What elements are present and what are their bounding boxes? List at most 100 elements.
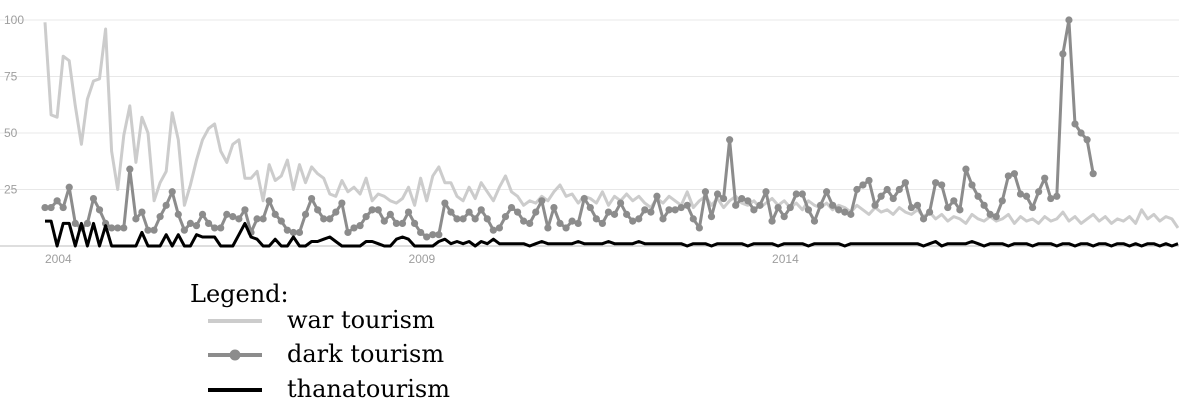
dark-tourism-point bbox=[932, 179, 940, 187]
dark-tourism-point bbox=[283, 226, 291, 234]
dark-tourism-point bbox=[1035, 188, 1043, 196]
legend-label-2: thanatourism bbox=[287, 375, 450, 403]
dark-tourism-point bbox=[332, 208, 340, 216]
y-axis-ticks: 100 75 50 25 bbox=[4, 13, 24, 197]
dark-tourism-point bbox=[1065, 16, 1073, 24]
dark-tourism-point bbox=[265, 197, 273, 205]
dark-tourism-point bbox=[65, 183, 73, 191]
dark-tourism-point bbox=[295, 228, 304, 237]
dark-tourism-point bbox=[398, 219, 407, 227]
dark-tourism-point bbox=[1010, 170, 1019, 178]
dark-tourism-point bbox=[610, 210, 619, 218]
dark-tourism-point bbox=[671, 206, 679, 214]
dark-tourism-point bbox=[71, 219, 79, 227]
dark-tourism-point bbox=[871, 201, 879, 209]
series-line-0 bbox=[43, 22, 1179, 229]
dark-tourism-point bbox=[762, 188, 770, 196]
dark-tourism-point bbox=[992, 213, 1000, 221]
dark-tourism-point bbox=[629, 217, 637, 225]
dark-tourism-point bbox=[453, 215, 461, 223]
dark-tourism-point bbox=[168, 188, 176, 196]
dark-tourism-point bbox=[1041, 174, 1049, 182]
dark-tourism-point bbox=[847, 210, 855, 218]
y-tick-label: 25 bbox=[4, 183, 18, 197]
dark-tourism-point bbox=[756, 201, 764, 209]
dark-tourism-point bbox=[677, 203, 685, 212]
dark-tourism-point bbox=[586, 203, 594, 212]
dark-tourism-point bbox=[774, 203, 782, 212]
dark-tourism-point bbox=[120, 224, 128, 232]
dark-tourism-point bbox=[289, 228, 298, 237]
dark-tourism-point bbox=[707, 213, 716, 221]
dark-tourism-point bbox=[429, 231, 437, 239]
dark-tourism-point bbox=[507, 203, 516, 212]
dark-tourism-point bbox=[417, 228, 425, 237]
dark-tourism-point bbox=[53, 197, 61, 205]
legend-title: Legend: bbox=[190, 280, 289, 308]
dark-tourism-point bbox=[301, 210, 310, 218]
dark-tourism-point bbox=[726, 136, 734, 144]
dark-tourism-point bbox=[1083, 136, 1091, 144]
dark-tourism-point bbox=[180, 226, 188, 234]
dark-tourism-point bbox=[198, 210, 207, 218]
dark-tourism-point bbox=[780, 213, 788, 221]
dark-tourism-point bbox=[732, 201, 740, 209]
dark-tourism-point bbox=[919, 215, 928, 223]
dark-tourism-point bbox=[835, 206, 843, 214]
x-tick-label: 2014 bbox=[772, 252, 799, 266]
dark-tourism-point bbox=[1089, 170, 1097, 178]
dark-tourism-point bbox=[320, 215, 328, 223]
dark-tourism-point bbox=[235, 215, 243, 223]
dark-tourism-point bbox=[1053, 192, 1061, 200]
dark-tourism-point bbox=[441, 199, 449, 207]
dark-tourism-point bbox=[738, 194, 746, 203]
series-lines bbox=[41, 16, 1179, 248]
dark-tourism-point bbox=[798, 190, 806, 198]
dark-tourism-point bbox=[962, 165, 970, 173]
legend-label-0: war tourism bbox=[287, 306, 435, 334]
dark-tourism-point bbox=[810, 217, 819, 225]
legend: Legend: war tourism dark tourism thanatour… bbox=[190, 280, 450, 403]
dark-tourism-point bbox=[59, 203, 67, 212]
dark-tourism-point bbox=[665, 206, 673, 214]
dark-tourism-point bbox=[314, 206, 322, 214]
dark-tourism-point bbox=[562, 224, 570, 232]
dark-tourism-point bbox=[653, 192, 661, 200]
dark-tourism-point bbox=[713, 190, 722, 198]
dark-tourism-point bbox=[816, 201, 825, 209]
y-tick-label: 50 bbox=[4, 126, 18, 140]
x-tick-label: 2004 bbox=[45, 252, 72, 266]
dark-tourism-point bbox=[659, 215, 667, 223]
dark-tourism-point bbox=[1047, 194, 1055, 203]
dark-tourism-point bbox=[477, 206, 485, 214]
dark-tourism-point bbox=[592, 215, 600, 223]
dark-tourism-point bbox=[786, 203, 794, 212]
dark-tourism-point bbox=[368, 206, 376, 214]
dark-tourism-point bbox=[877, 192, 885, 200]
dark-tourism-point bbox=[423, 233, 431, 241]
dark-tourism-point bbox=[229, 213, 237, 221]
dark-tourism-point bbox=[1077, 129, 1085, 137]
dark-tourism-point bbox=[223, 210, 231, 218]
dark-tourism-point bbox=[616, 199, 625, 207]
dark-tourism-point bbox=[635, 215, 643, 223]
dark-tourism-point bbox=[150, 226, 158, 234]
dark-tourism-point bbox=[641, 206, 649, 214]
dark-tourism-point bbox=[526, 219, 534, 227]
dark-tourism-point bbox=[744, 197, 752, 205]
dark-tourism-point bbox=[913, 201, 922, 209]
dark-tourism-point bbox=[114, 224, 122, 232]
dark-tourism-point bbox=[374, 206, 382, 214]
dark-tourism-point bbox=[1004, 172, 1012, 180]
dark-tourism-point bbox=[392, 219, 401, 227]
y-tick-label: 75 bbox=[4, 70, 18, 84]
dark-tourism-point bbox=[719, 194, 728, 203]
series-line-2 bbox=[45, 219, 1179, 248]
dark-tourism-point bbox=[950, 197, 958, 205]
dark-tourism-point bbox=[538, 197, 546, 205]
dark-tourism-point bbox=[495, 224, 504, 232]
dark-tourism-point bbox=[520, 217, 528, 225]
dark-tourism-point bbox=[326, 215, 334, 223]
dark-tourism-point bbox=[253, 215, 261, 223]
dark-tourism-point bbox=[604, 208, 613, 216]
